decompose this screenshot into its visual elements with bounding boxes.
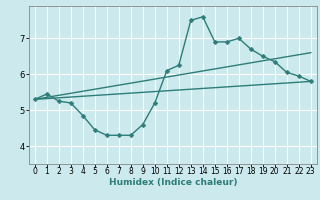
X-axis label: Humidex (Indice chaleur): Humidex (Indice chaleur) [108,178,237,187]
